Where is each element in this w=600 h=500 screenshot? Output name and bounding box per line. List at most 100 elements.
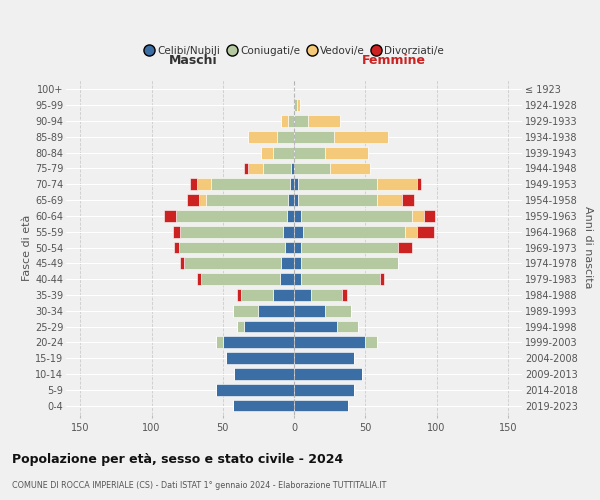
Y-axis label: Anni di nascita: Anni di nascita: [583, 206, 593, 289]
Bar: [290, 178, 294, 190]
Bar: [180, 226, 283, 237]
Bar: [281, 115, 289, 127]
Bar: [412, 210, 424, 222]
Bar: [301, 273, 380, 285]
Text: COMUNE DI ROCCA IMPERIALE (CS) - Dati ISTAT 1° gennaio 2024 - Elaborazione TUTTI: COMUNE DI ROCCA IMPERIALE (CS) - Dati IS…: [12, 481, 386, 490]
Bar: [416, 178, 421, 190]
Bar: [308, 115, 340, 127]
Bar: [174, 242, 179, 254]
Bar: [380, 273, 384, 285]
Bar: [301, 258, 398, 269]
Bar: [294, 100, 297, 111]
Bar: [297, 100, 300, 111]
Bar: [403, 194, 414, 206]
Bar: [294, 210, 301, 222]
Bar: [233, 305, 259, 316]
Bar: [259, 305, 294, 316]
Bar: [289, 194, 294, 206]
Bar: [164, 210, 176, 222]
Bar: [211, 178, 290, 190]
Bar: [294, 336, 365, 348]
Bar: [294, 178, 298, 190]
Bar: [176, 210, 287, 222]
Bar: [325, 147, 368, 158]
Bar: [294, 384, 354, 396]
Bar: [377, 178, 416, 190]
Bar: [197, 178, 211, 190]
Bar: [294, 226, 302, 237]
Bar: [223, 336, 294, 348]
Bar: [294, 194, 298, 206]
Bar: [294, 352, 354, 364]
Bar: [237, 289, 241, 301]
Bar: [294, 273, 301, 285]
Bar: [180, 258, 184, 269]
Bar: [281, 258, 294, 269]
Bar: [291, 162, 294, 174]
Bar: [215, 384, 294, 396]
Bar: [199, 194, 206, 206]
Bar: [294, 131, 334, 143]
Bar: [244, 320, 294, 332]
Bar: [226, 352, 294, 364]
Bar: [248, 162, 263, 174]
Bar: [184, 258, 281, 269]
Bar: [294, 258, 301, 269]
Bar: [294, 368, 362, 380]
Bar: [237, 320, 244, 332]
Bar: [294, 305, 325, 316]
Bar: [294, 147, 325, 158]
Bar: [301, 242, 398, 254]
Bar: [334, 131, 388, 143]
Bar: [233, 400, 294, 411]
Bar: [234, 368, 294, 380]
Bar: [405, 226, 416, 237]
Bar: [302, 226, 405, 237]
Bar: [325, 305, 351, 316]
Bar: [398, 242, 412, 254]
Bar: [289, 115, 294, 127]
Bar: [294, 115, 308, 127]
Bar: [301, 210, 412, 222]
Text: Popolazione per età, sesso e stato civile - 2024: Popolazione per età, sesso e stato civil…: [12, 452, 343, 466]
Bar: [337, 320, 358, 332]
Bar: [298, 178, 377, 190]
Text: Maschi: Maschi: [169, 54, 218, 66]
Bar: [343, 289, 347, 301]
Bar: [244, 162, 248, 174]
Bar: [272, 289, 294, 301]
Bar: [241, 289, 272, 301]
Bar: [179, 242, 286, 254]
Text: Femmine: Femmine: [362, 54, 427, 66]
Bar: [416, 226, 434, 237]
Bar: [206, 194, 289, 206]
Bar: [277, 131, 294, 143]
Bar: [280, 273, 294, 285]
Bar: [215, 336, 223, 348]
Bar: [248, 131, 277, 143]
Bar: [287, 210, 294, 222]
Bar: [294, 400, 348, 411]
Bar: [329, 162, 370, 174]
Y-axis label: Fasce di età: Fasce di età: [22, 214, 32, 280]
Bar: [294, 242, 301, 254]
Bar: [197, 273, 202, 285]
Bar: [173, 226, 180, 237]
Bar: [298, 194, 377, 206]
Bar: [424, 210, 435, 222]
Bar: [365, 336, 377, 348]
Bar: [283, 226, 294, 237]
Bar: [286, 242, 294, 254]
Bar: [294, 289, 311, 301]
Bar: [261, 147, 272, 158]
Bar: [294, 162, 329, 174]
Bar: [272, 147, 294, 158]
Bar: [377, 194, 402, 206]
Bar: [311, 289, 343, 301]
Bar: [294, 320, 337, 332]
Bar: [187, 194, 199, 206]
Bar: [190, 178, 197, 190]
Bar: [202, 273, 280, 285]
Legend: Celibi/Nubili, Coniugati/e, Vedovi/e, Divorziati/e: Celibi/Nubili, Coniugati/e, Vedovi/e, Di…: [140, 42, 448, 60]
Bar: [263, 162, 291, 174]
